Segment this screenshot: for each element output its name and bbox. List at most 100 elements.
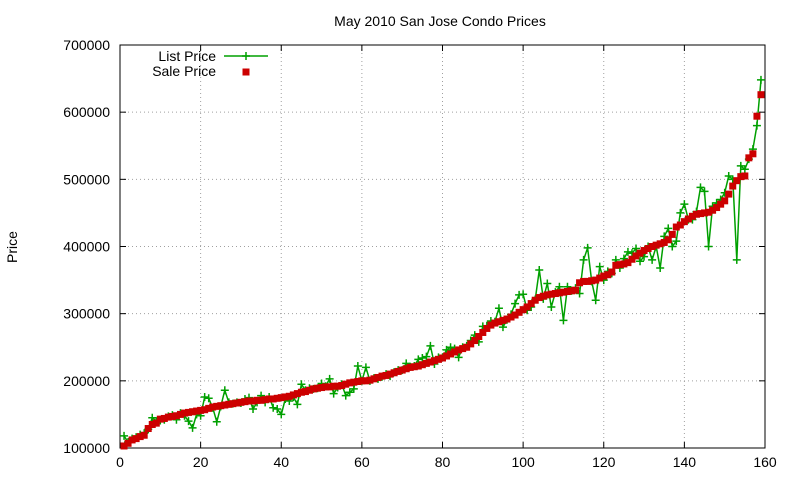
sale-price-point [543, 291, 551, 299]
sale-price-point [600, 272, 608, 280]
sale-price-point [281, 393, 289, 401]
sale-price-point [229, 400, 237, 408]
list-price-point [498, 323, 507, 332]
y-axis-label: Price [4, 231, 20, 263]
list-price-point [732, 255, 741, 264]
list-price-point [446, 343, 455, 352]
sale-price-point [422, 359, 430, 367]
series-sale-price [120, 91, 765, 450]
sale-price-point [382, 371, 390, 379]
list-price-point [418, 353, 427, 362]
sale-price-point [124, 439, 132, 447]
list-price-point [623, 247, 632, 256]
tick-labels: 0 20 40 60 80 100 120 140 160 100000 200000 300000 4… [63, 37, 777, 470]
sale-price-point [757, 91, 765, 99]
list-price-point [353, 362, 362, 371]
sale-price-point [568, 287, 575, 295]
list-price-point [200, 392, 209, 401]
sale-price-point [443, 352, 451, 360]
sale-price-point [515, 308, 523, 316]
sale-price-point [120, 442, 128, 450]
list-price-point [269, 403, 278, 412]
list-price-point [422, 352, 431, 361]
legend-label-sale-price: Sale Price [152, 63, 216, 79]
sale-price-point [277, 394, 285, 402]
sale-price-point [495, 318, 503, 326]
sale-price-point [289, 391, 297, 399]
sale-price-point [168, 412, 176, 420]
sale-price-point [644, 245, 652, 253]
sale-price-point [713, 204, 721, 212]
list-price-point [345, 388, 354, 397]
sale-price-point [374, 373, 382, 381]
sale-price-point [467, 340, 475, 348]
sale-price-point [572, 286, 580, 294]
sale-price-point [209, 403, 217, 411]
list-price-point [648, 255, 657, 264]
sale-price-point [672, 223, 680, 231]
legend-label-list-price: List Price [158, 48, 216, 64]
sale-price-point [301, 388, 309, 396]
list-price-point [632, 244, 640, 253]
sale-price-point [656, 240, 664, 248]
list-price-point [656, 263, 665, 272]
sale-price-point [620, 260, 628, 268]
sale-price-point [680, 218, 688, 226]
list-price-point [426, 341, 435, 350]
sale-price-point [523, 303, 531, 311]
sale-price-point [697, 210, 704, 218]
list-price-point [297, 380, 306, 389]
x-tick-label: 40 [273, 454, 289, 470]
list-price-point [349, 384, 358, 393]
sale-price-point [342, 380, 350, 388]
sale-price-point [576, 279, 584, 287]
list-price-point [583, 243, 592, 252]
x-tick-label: 160 [753, 454, 777, 470]
sale-price-point [140, 431, 148, 439]
sale-price-point [164, 413, 172, 421]
sale-price-point [189, 408, 197, 416]
sale-price-point [297, 388, 305, 396]
sale-price-point [475, 333, 483, 341]
sale-price-point [253, 396, 261, 404]
sale-price-point [483, 324, 491, 332]
y-tick-label: 300000 [63, 306, 110, 322]
y-tick-label: 700000 [63, 37, 110, 53]
sale-price-point [705, 208, 713, 216]
list-price-point [494, 304, 503, 313]
list-price-point [591, 296, 600, 305]
sale-price-point [318, 384, 326, 392]
sale-price-point [668, 230, 676, 238]
list-price-point [724, 171, 733, 180]
list-price-point [204, 394, 213, 403]
sale-price-point [547, 290, 555, 298]
sale-price-point [366, 376, 374, 384]
list-price-point [740, 165, 749, 174]
sale-price-point [402, 365, 410, 373]
list-price-point [756, 75, 765, 84]
list-price-point [704, 242, 713, 251]
list-price-point [736, 161, 745, 170]
list-price-point [341, 391, 350, 400]
x-tick-label: 80 [435, 454, 451, 470]
list-price-point [188, 423, 197, 432]
sale-price-point [664, 236, 672, 244]
sale-price-point [152, 419, 160, 427]
sale-price-point [749, 150, 757, 158]
list-price-point [672, 237, 681, 246]
sale-price-point [612, 261, 620, 269]
list-price-point [519, 290, 528, 299]
sale-price-point [604, 271, 612, 279]
list-price-point [511, 299, 520, 308]
sale-price-point [213, 402, 221, 410]
sale-price-point [418, 361, 426, 369]
sale-price-point [688, 212, 696, 220]
list-price-point [579, 255, 588, 264]
sale-price-point [709, 206, 717, 214]
sale-price-point [551, 290, 559, 298]
sale-price-point [326, 383, 334, 391]
x-tick-label: 140 [673, 454, 697, 470]
sale-price-point [410, 363, 418, 371]
sale-price-point [225, 400, 233, 408]
